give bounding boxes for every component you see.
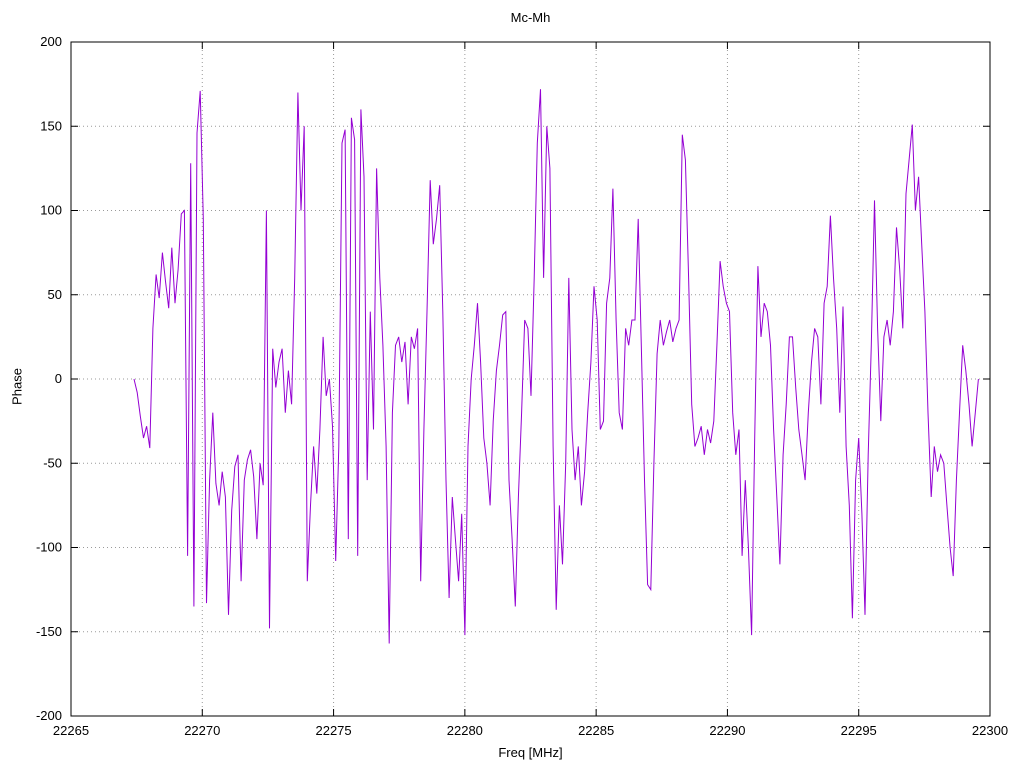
- y-tick-label: 100: [40, 203, 62, 218]
- y-tick-label: 0: [55, 371, 62, 386]
- x-tick-label: 22285: [578, 723, 614, 738]
- x-tick-label: 22280: [447, 723, 483, 738]
- y-tick-label: -100: [36, 540, 62, 555]
- x-tick-label: 22300: [972, 723, 1008, 738]
- x-tick-label: 22295: [841, 723, 877, 738]
- x-axis-label: Freq [MHz]: [498, 745, 563, 760]
- x-tick-label: 22290: [709, 723, 745, 738]
- phase-line: [133, 89, 979, 644]
- y-tick-label: -150: [36, 624, 62, 639]
- y-tick-label: 150: [40, 118, 62, 133]
- chart-title: Mc-Mh: [510, 10, 551, 25]
- x-tick-label: 22270: [184, 723, 220, 738]
- y-tick-label: 200: [40, 34, 62, 49]
- y-tick-label: -50: [43, 455, 62, 470]
- y-tick-label: 50: [48, 287, 62, 302]
- x-tick-label: 22265: [53, 723, 89, 738]
- y-tick-label: -200: [36, 708, 62, 723]
- x-tick-label: 22275: [315, 723, 351, 738]
